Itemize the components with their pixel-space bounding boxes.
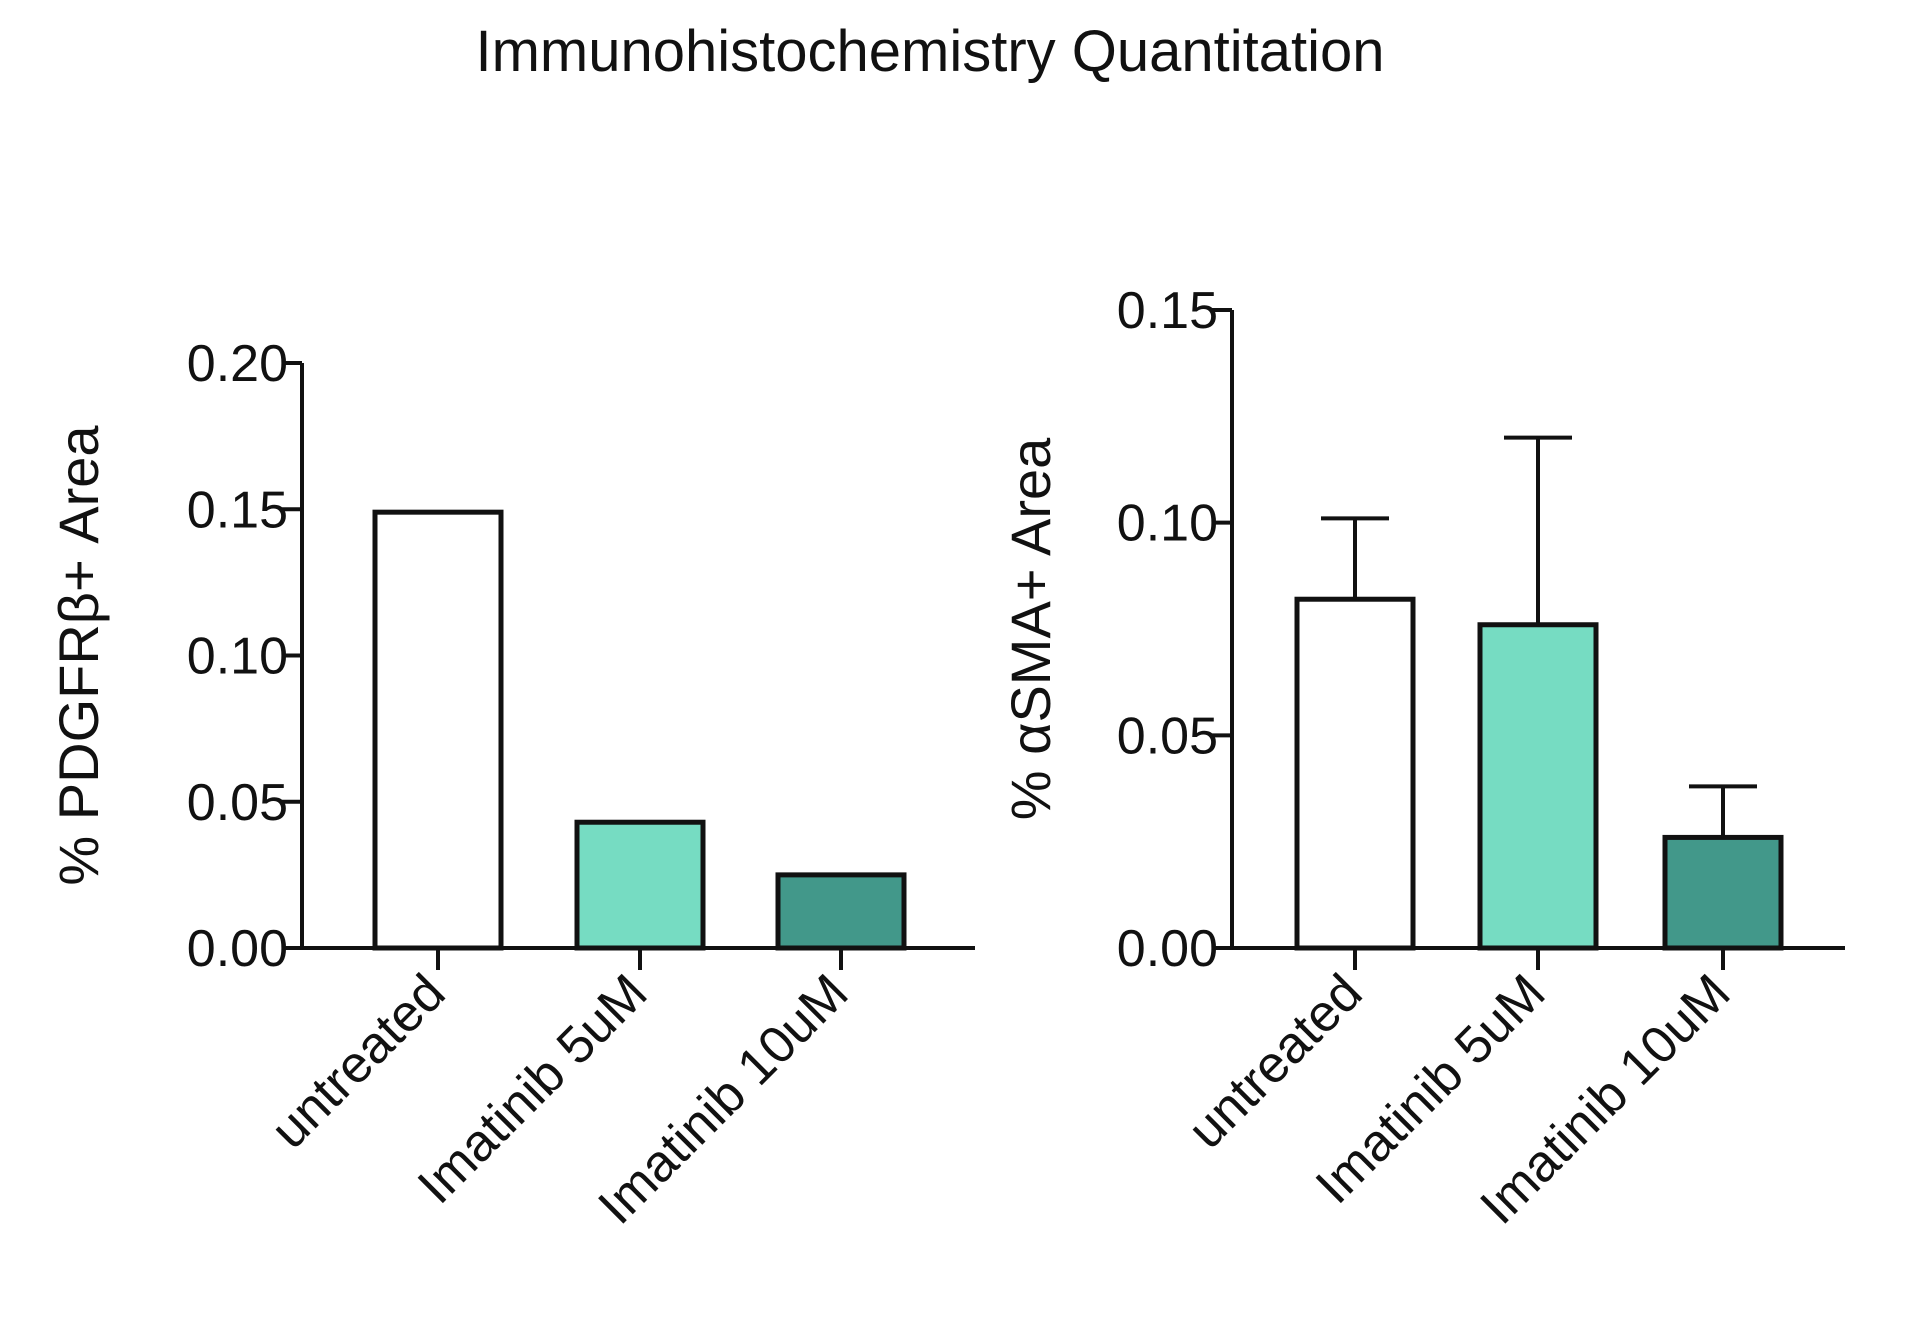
y-tick-label: 0.05: [187, 774, 288, 832]
x-tick-label: untreated: [1177, 963, 1373, 1159]
bar: [1477, 622, 1599, 951]
y-axis-title: % αSMA+ Area: [999, 437, 1062, 820]
y-axis-title: % PDGFRβ+ Area: [47, 425, 110, 886]
y-tick-label: 0.00: [187, 920, 288, 978]
y-tick-label: 0.20: [187, 335, 288, 393]
x-tick-label: untreated: [260, 963, 456, 1159]
y-tick-label: 0.15: [187, 481, 288, 539]
page-title: Immunohistochemistry Quantitation: [475, 19, 1385, 84]
bar: [775, 872, 907, 951]
y-tick-label: 0.10: [1117, 495, 1218, 553]
y-tick-label: 0.15: [1117, 282, 1218, 340]
bar: [372, 509, 504, 951]
bar: [1294, 596, 1416, 951]
y-tick-label: 0.05: [1117, 707, 1218, 765]
bar: [574, 819, 706, 951]
bar: [1662, 834, 1784, 951]
y-tick-label: 0.00: [1117, 920, 1218, 978]
y-tick-label: 0.10: [187, 628, 288, 686]
